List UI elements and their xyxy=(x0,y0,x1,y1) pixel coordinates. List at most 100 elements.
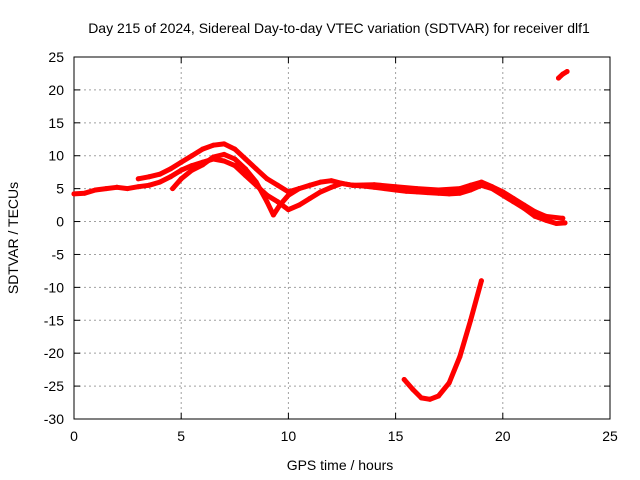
y-tick-label: -5 xyxy=(52,246,65,262)
data-point xyxy=(307,196,313,201)
series-line xyxy=(135,141,566,221)
y-tick-label: 5 xyxy=(56,181,64,197)
data-point xyxy=(221,141,227,147)
grid xyxy=(74,57,610,419)
data-point xyxy=(264,199,270,205)
x-tick-label: 15 xyxy=(388,428,404,444)
x-axis-label: GPS time / hours xyxy=(287,457,394,473)
data-point xyxy=(221,151,227,157)
data-point xyxy=(275,182,281,188)
data-point xyxy=(232,156,238,162)
data-point xyxy=(296,202,302,208)
plot-frame xyxy=(73,56,611,420)
series-line xyxy=(401,278,484,402)
y-tick-label: -25 xyxy=(44,378,64,394)
data-point xyxy=(436,187,441,193)
axis-ticks: 0 5 10 15 20 25 -30 -25 -20 -15 -10 -5 0 5 10 15 20 25 xyxy=(44,49,618,444)
data-point xyxy=(243,166,248,172)
series-track-negative-arc xyxy=(401,278,484,402)
y-tick-label: -15 xyxy=(44,312,64,328)
chart-title: Day 215 of 2024, Sidereal Day-to-day VTE… xyxy=(88,20,590,36)
data-point xyxy=(393,184,399,190)
data-point xyxy=(178,176,184,182)
data-point xyxy=(457,190,463,196)
data-point xyxy=(427,396,433,402)
data-point xyxy=(125,186,131,192)
y-axis-label: SDTVAR / TECUs xyxy=(5,182,21,294)
data-point xyxy=(468,187,474,193)
data-point xyxy=(178,167,184,173)
data-point xyxy=(157,179,163,185)
data-point xyxy=(146,174,152,180)
y-tick-label: 25 xyxy=(48,49,64,65)
data-point xyxy=(307,182,313,188)
data-point xyxy=(489,184,495,190)
y-tick-label: -10 xyxy=(44,279,64,295)
data-point xyxy=(189,167,195,173)
y-tick-label: 20 xyxy=(48,82,64,98)
data-point xyxy=(446,191,452,197)
data-point xyxy=(414,186,420,192)
data-point xyxy=(170,186,176,192)
data-point xyxy=(168,166,173,172)
data-point xyxy=(82,190,88,196)
data-point xyxy=(221,158,227,164)
y-tick-label: 15 xyxy=(48,115,64,131)
data-point xyxy=(285,207,291,213)
data-point xyxy=(277,202,283,208)
data-point xyxy=(253,166,259,172)
data-point xyxy=(114,184,120,190)
data-point xyxy=(478,179,484,185)
y-tick-label: -30 xyxy=(44,411,64,427)
data-point xyxy=(200,162,206,168)
data-point xyxy=(253,179,259,185)
data-point xyxy=(285,192,291,198)
data-point xyxy=(553,221,559,226)
data-point xyxy=(436,393,441,399)
data-point xyxy=(103,186,109,192)
y-tick-label: -20 xyxy=(44,345,64,361)
data-point xyxy=(296,186,302,192)
data-point xyxy=(92,187,98,193)
data-point xyxy=(318,189,324,195)
data-point xyxy=(135,184,141,190)
series-track-main-upper xyxy=(135,141,566,221)
data-point xyxy=(210,154,216,160)
data-point xyxy=(556,75,561,81)
data-point xyxy=(318,179,324,185)
y-tick-label: 10 xyxy=(48,148,64,164)
data-point xyxy=(521,202,527,208)
data-point xyxy=(532,209,538,215)
data-point xyxy=(157,171,163,177)
data-point xyxy=(468,317,474,323)
data-point xyxy=(468,182,474,188)
data-point xyxy=(178,159,184,165)
data-point xyxy=(200,146,206,152)
data-point xyxy=(446,380,452,386)
data-point xyxy=(418,395,424,401)
data-point xyxy=(232,146,238,152)
data-series xyxy=(71,69,570,402)
x-tick-label: 25 xyxy=(602,428,618,444)
data-point xyxy=(135,176,141,182)
data-point xyxy=(500,189,506,195)
data-point xyxy=(478,278,484,284)
data-point xyxy=(457,186,463,192)
series-track-outlier xyxy=(556,69,570,81)
series-track-main-lower xyxy=(71,156,568,226)
data-point xyxy=(532,213,538,219)
data-point xyxy=(264,176,270,182)
data-point xyxy=(243,156,248,162)
data-point xyxy=(270,212,276,218)
data-point xyxy=(328,178,334,184)
data-point xyxy=(350,182,356,188)
data-point xyxy=(564,69,570,74)
data-point xyxy=(560,71,566,77)
data-point xyxy=(339,180,345,186)
x-tick-label: 0 xyxy=(70,428,78,444)
data-point xyxy=(71,191,77,197)
y-tick-label: 0 xyxy=(56,214,64,230)
x-tick-label: 20 xyxy=(495,428,511,444)
data-point xyxy=(401,377,407,382)
